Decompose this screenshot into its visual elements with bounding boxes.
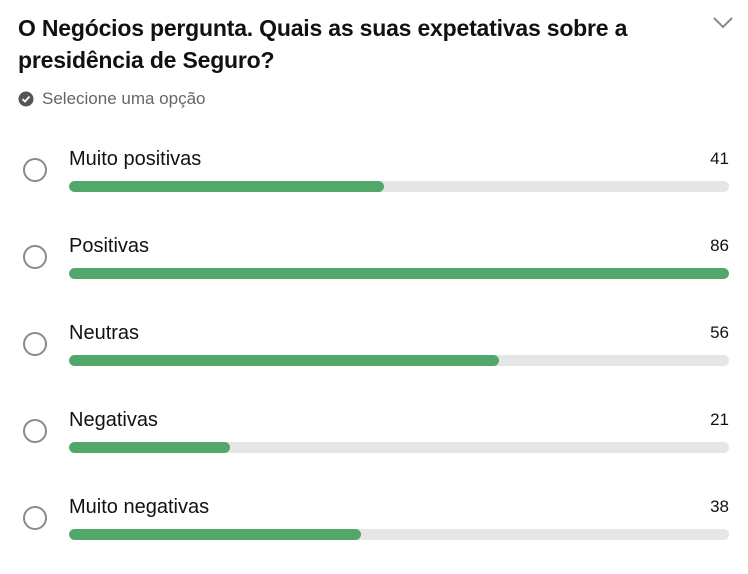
poll-option[interactable]: Muito negativas 38 (0, 494, 748, 574)
vote-bar-fill (69, 529, 361, 540)
option-label: Neutras (69, 322, 140, 344)
option-label: Muito negativas (69, 496, 210, 518)
check-circle-icon (18, 91, 34, 107)
radio-button[interactable] (23, 419, 47, 443)
vote-count[interactable]: 38 (710, 497, 729, 516)
poll-question: O Negócios pergunta. Quais as suas expet… (18, 15, 628, 73)
poll-instruction: Selecione uma opção (18, 89, 206, 109)
instruction-text: Selecione uma opção (42, 89, 206, 108)
vote-bar-track (69, 529, 729, 540)
vote-count[interactable]: 41 (710, 149, 729, 168)
vote-bar-fill (69, 181, 384, 192)
chevron-down-icon[interactable] (712, 14, 734, 32)
vote-bar-track (69, 268, 729, 279)
poll-option[interactable]: Neutras 56 (0, 320, 748, 400)
option-label: Muito positivas (69, 148, 202, 170)
vote-bar-track (69, 181, 729, 192)
vote-bar-fill (69, 268, 729, 279)
option-label: Negativas (69, 409, 158, 431)
vote-count[interactable]: 56 (710, 323, 729, 342)
option-label: Positivas (69, 235, 150, 257)
vote-bar-fill (69, 355, 499, 366)
radio-button[interactable] (23, 245, 47, 269)
poll-option[interactable]: Negativas 21 (0, 407, 748, 487)
vote-bar-fill (69, 442, 231, 453)
vote-bar-track (69, 355, 729, 366)
vote-bar-track (69, 442, 729, 453)
poll-option[interactable]: Positivas 86 (0, 233, 748, 313)
radio-button[interactable] (23, 332, 47, 356)
vote-count[interactable]: 21 (710, 410, 729, 429)
poll-option[interactable]: Muito positivas 41 (0, 146, 748, 226)
radio-button[interactable] (23, 158, 47, 182)
radio-button[interactable] (23, 506, 47, 530)
vote-count[interactable]: 86 (710, 236, 729, 255)
